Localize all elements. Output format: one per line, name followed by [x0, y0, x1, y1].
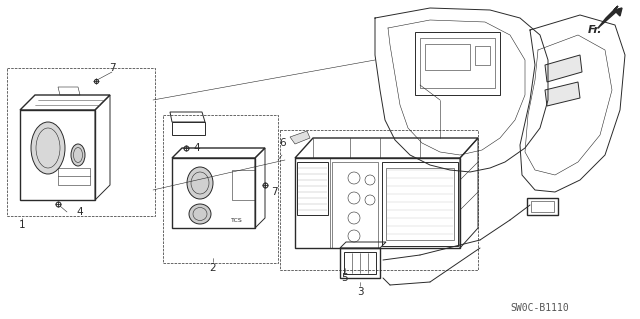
Text: 4: 4 [77, 207, 83, 217]
Text: 3: 3 [356, 287, 364, 297]
Ellipse shape [189, 204, 211, 224]
Bar [280, 130, 478, 270]
Text: Fr.: Fr. [588, 25, 602, 35]
Polygon shape [545, 55, 582, 82]
Text: SW0C-B1110: SW0C-B1110 [510, 303, 569, 313]
Bar [7, 68, 155, 216]
Polygon shape [598, 6, 622, 28]
Polygon shape [290, 131, 310, 144]
Bar [163, 115, 278, 263]
Ellipse shape [31, 122, 65, 174]
Text: 7: 7 [271, 187, 277, 197]
Text: 6: 6 [280, 138, 286, 148]
Text: TCS: TCS [231, 218, 243, 222]
Ellipse shape [187, 167, 213, 199]
Text: 2: 2 [210, 263, 216, 273]
Text: 4: 4 [194, 143, 200, 153]
Text: 5: 5 [342, 273, 348, 283]
Ellipse shape [71, 144, 85, 166]
Text: 7: 7 [109, 63, 115, 73]
Polygon shape [545, 82, 580, 106]
Text: 1: 1 [19, 220, 26, 230]
